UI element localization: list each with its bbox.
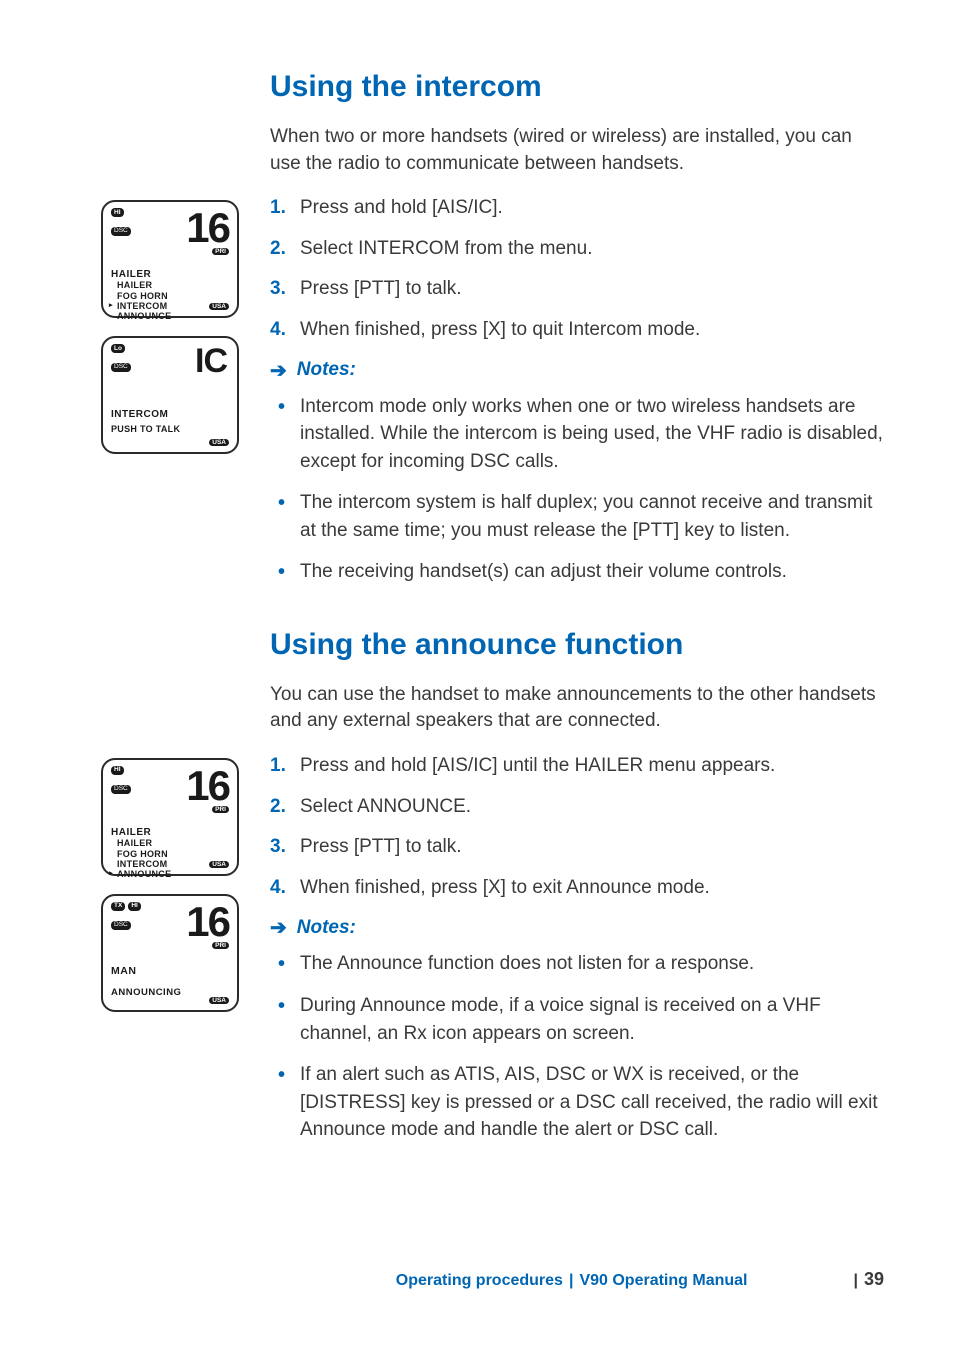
- notes-heading: ➔ Notes:: [270, 915, 884, 940]
- lcd-screen-hailer-intercom: HI DSC 16 PRI USA HAILER HAILER FOG HORN…: [101, 200, 239, 318]
- intro-text: When two or more handsets (wired or wire…: [270, 124, 884, 177]
- step-item: Press [PTT] to talk.: [270, 276, 884, 303]
- step-item: Press [PTT] to talk.: [270, 834, 884, 861]
- usa-badge: USA: [209, 439, 229, 446]
- lcd-screen-intercom-ptt: Lo DSC IC USA INTERCOM PUSH TO TALK: [101, 336, 239, 454]
- section-title-announce: Using the announce function: [270, 628, 884, 662]
- notes-heading: ➔ Notes:: [270, 358, 884, 383]
- footer-bar: |: [853, 1272, 857, 1290]
- notes-label: Notes:: [297, 917, 356, 939]
- section-title-intercom: Using the intercom: [270, 70, 884, 104]
- note-item: The intercom system is half duplex; you …: [270, 489, 884, 544]
- menu-list: HAILER FOG HORN INTERCOM ANNOUNCE: [117, 838, 229, 879]
- menu-item: FOG HORN: [117, 291, 229, 301]
- menu-list: HAILER FOG HORN INTERCOM ANNOUNCE: [117, 280, 229, 321]
- steps-list: Press and hold [AIS/IC]. Select INTERCOM…: [270, 195, 884, 343]
- dsc-badge: DSC: [111, 363, 131, 372]
- note-item: Intercom mode only works when one or two…: [270, 393, 884, 476]
- channel-number: 16: [186, 762, 229, 810]
- notes-list: Intercom mode only works when one or two…: [270, 393, 884, 586]
- step-item: Press and hold [AIS/IC] until the HAILER…: [270, 753, 884, 780]
- mode-indicator: IC: [195, 342, 227, 381]
- dsc-badge: DSC: [111, 227, 131, 236]
- usa-badge: USA: [209, 303, 229, 310]
- dsc-badge: DSC: [111, 921, 131, 930]
- footer-separator: |: [569, 1272, 573, 1290]
- intercom-label: INTERCOM: [111, 409, 229, 420]
- tx-badge: TX: [111, 902, 125, 911]
- hi-badge: HI: [111, 766, 124, 775]
- menu-title: HAILER: [111, 827, 229, 838]
- pri-badge: PRI: [212, 942, 229, 949]
- note-item: The receiving handset(s) can adjust thei…: [270, 558, 884, 586]
- lcd-screen-announcing: TX HI DSC 16 PRI USA MAN ANNOUNCING: [101, 894, 239, 1012]
- footer-section: Operating procedures: [396, 1272, 563, 1290]
- channel-number: 16: [186, 898, 229, 946]
- arrow-right-icon: ➔: [270, 358, 287, 383]
- step-item: Select INTERCOM from the menu.: [270, 236, 884, 263]
- usa-badge: USA: [209, 861, 229, 868]
- menu-item: HAILER: [117, 838, 229, 848]
- usa-badge: USA: [209, 997, 229, 1004]
- channel-number: 16: [186, 204, 229, 252]
- man-label: MAN: [111, 965, 229, 977]
- notes-label: Notes:: [297, 359, 356, 381]
- step-item: Select ANNOUNCE.: [270, 794, 884, 821]
- intro-text: You can use the handset to make announce…: [270, 682, 884, 735]
- hi-badge: HI: [111, 208, 124, 217]
- page-number: 39: [864, 1269, 884, 1290]
- lo-badge: Lo: [111, 344, 125, 353]
- arrow-right-icon: ➔: [270, 915, 287, 940]
- dsc-badge: DSC: [111, 785, 131, 794]
- menu-title: HAILER: [111, 269, 229, 280]
- note-item: The Announce function does not listen fo…: [270, 950, 884, 978]
- page-footer: Operating procedures | V90 Operating Man…: [70, 1269, 884, 1290]
- menu-item: FOG HORN: [117, 849, 229, 859]
- step-item: Press and hold [AIS/IC].: [270, 195, 884, 222]
- hi-badge: HI: [128, 902, 141, 911]
- pri-badge: PRI: [212, 806, 229, 813]
- menu-item: HAILER: [117, 280, 229, 290]
- step-item: When finished, press [X] to quit Interco…: [270, 317, 884, 344]
- notes-list: The Announce function does not listen fo…: [270, 950, 884, 1143]
- step-item: When finished, press [X] to exit Announc…: [270, 875, 884, 902]
- footer-book: V90 Operating Manual: [579, 1272, 747, 1290]
- note-item: During Announce mode, if a voice signal …: [270, 992, 884, 1047]
- lcd-screen-hailer-announce: HI DSC 16 PRI USA HAILER HAILER FOG HORN…: [101, 758, 239, 876]
- ptt-label: PUSH TO TALK: [111, 424, 229, 434]
- steps-list: Press and hold [AIS/IC] until the HAILER…: [270, 753, 884, 901]
- menu-item: ANNOUNCE: [117, 311, 229, 321]
- menu-item-selected: ANNOUNCE: [117, 869, 229, 879]
- pri-badge: PRI: [212, 248, 229, 255]
- note-item: If an alert such as ATIS, AIS, DSC or WX…: [270, 1061, 884, 1144]
